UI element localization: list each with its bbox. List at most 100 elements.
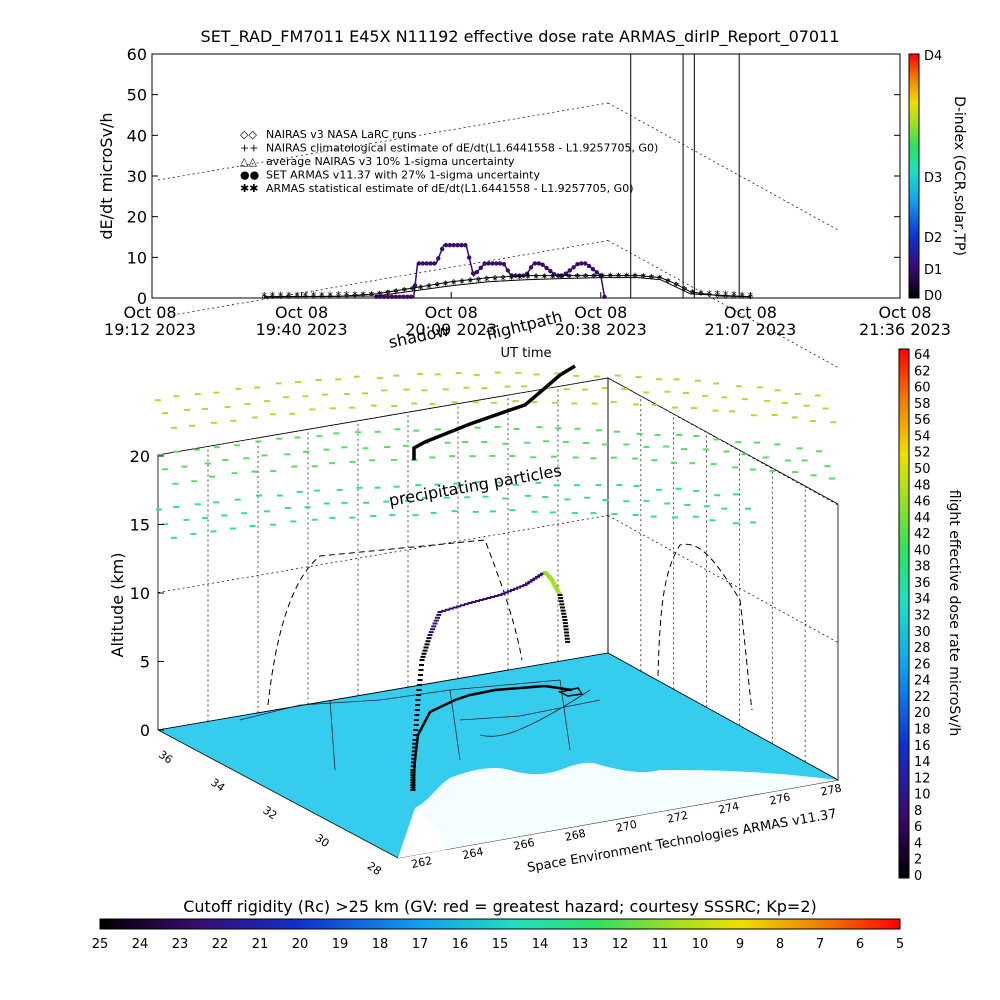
statistical-point: * xyxy=(542,272,548,285)
legend-label: NAIRAS v3 NASA LaRC runs xyxy=(266,128,417,141)
longitude-tick-label: 266 xyxy=(512,836,535,853)
statistical-point: * xyxy=(336,289,342,302)
dose-colorbar-tick: 52 xyxy=(914,446,931,461)
dose-colorbar-tick: 40 xyxy=(914,543,931,558)
flightpath-point xyxy=(497,594,503,596)
flightpath-point xyxy=(413,729,419,731)
armas-point xyxy=(536,261,542,266)
dose-colorbar xyxy=(898,348,910,879)
d-index-label: D-index (GCR,solar,TP) xyxy=(951,96,967,256)
cutoff-rigidity-tick: 19 xyxy=(332,937,349,952)
armas-point xyxy=(393,294,398,299)
armas-point xyxy=(474,269,480,275)
statistical-point: * xyxy=(624,271,630,284)
flightpath-point xyxy=(564,634,570,637)
dose-colorbar-tick: 28 xyxy=(914,641,931,656)
ground-track-loop xyxy=(557,687,584,697)
armas-point xyxy=(532,261,538,266)
armas-point xyxy=(478,265,484,271)
flightpath-point xyxy=(424,643,430,646)
armas-point xyxy=(602,294,607,299)
cutoff-rigidity-tick: 6 xyxy=(856,937,864,952)
cutoff-rigidity-tick: 9 xyxy=(736,937,744,952)
flightpath-projection-line xyxy=(412,364,576,460)
flightpath-point xyxy=(535,575,540,578)
flightpath-point xyxy=(431,625,437,628)
armas-point xyxy=(497,261,503,266)
statistical-point: * xyxy=(476,276,482,289)
flightpath-point xyxy=(471,601,477,603)
flightpath-point xyxy=(441,609,447,612)
shadow-curve-2 xyxy=(657,543,753,711)
nairas-point xyxy=(434,281,440,287)
flightpath-point xyxy=(456,605,462,608)
legend-symbol: ++ xyxy=(240,142,258,155)
armas-point xyxy=(409,294,414,299)
cutoff-rigidity-colorbar xyxy=(99,918,901,930)
legend-symbol: ✱✱ xyxy=(240,182,258,195)
flightpath-point xyxy=(565,640,571,643)
statistical-point: * xyxy=(418,283,424,296)
flightpath-point xyxy=(417,684,422,686)
cutoff-rigidity-tick: 14 xyxy=(532,937,549,952)
longitude-tick-label: 262 xyxy=(410,854,433,871)
statistical-point: * xyxy=(509,273,515,286)
dose-colorbar-tick: 38 xyxy=(914,560,931,575)
nairas-point xyxy=(682,286,687,292)
statistical-point: * xyxy=(632,271,638,284)
nairas-point xyxy=(377,290,382,296)
armas-point xyxy=(494,261,499,266)
flightpath-point xyxy=(540,572,545,575)
chart-title: SET_RAD_FM7011 E45X N11192 effective dos… xyxy=(201,27,840,47)
flightpath-point xyxy=(475,600,480,602)
flightpath-point xyxy=(564,631,569,634)
nairas-point xyxy=(385,289,391,295)
d-index-tick: D1 xyxy=(924,263,942,278)
armas-point xyxy=(490,261,495,266)
latitude-tick-label: 30 xyxy=(313,831,332,850)
flightpath-point xyxy=(525,582,530,585)
flightpath-point xyxy=(435,616,440,619)
legend-symbol: ◇◇ xyxy=(240,128,257,141)
dose-colorbar-tick: 8 xyxy=(914,804,922,819)
flightpath-point xyxy=(563,628,569,631)
top-y-tick-label: 50 xyxy=(127,86,147,105)
flightpath-point xyxy=(549,579,555,581)
flightpath-point xyxy=(537,574,543,577)
statistical-point: * xyxy=(715,288,721,301)
longitude-ticks: 262 264 266 268 270 272 274 276 278 xyxy=(410,781,843,871)
d-index-tick: D3 xyxy=(924,171,942,186)
armas-point xyxy=(579,261,584,266)
wall-altitude-gridline xyxy=(607,102,839,231)
statistical-point: * xyxy=(533,272,539,285)
statistical-point: * xyxy=(402,285,408,298)
dose-colorbar-label: flight effective dose rate microSv/h xyxy=(946,490,962,736)
statistical-point: * xyxy=(278,290,284,303)
top-x-tick-time: 20:09 2023 xyxy=(405,320,497,339)
top-x-tick-time: 19:40 2023 xyxy=(256,320,348,339)
nairas-point xyxy=(484,275,490,281)
nairas-point xyxy=(673,281,679,287)
nairas-point xyxy=(410,285,415,291)
longitude-tick-label: 276 xyxy=(768,791,791,808)
flightpath-point xyxy=(411,754,417,756)
flightpath-point xyxy=(410,786,416,789)
statistical-point: * xyxy=(665,276,671,289)
top-x-tick-date: Oct 08 xyxy=(425,303,478,322)
top-x-tick-date: Oct 08 xyxy=(123,303,176,322)
armas-point xyxy=(405,294,410,299)
nairas-point xyxy=(426,282,432,288)
cutoff-rigidity-tick: 11 xyxy=(652,937,669,952)
flightpath-point xyxy=(432,622,438,625)
flightpath-point xyxy=(561,612,567,615)
flightpath-point xyxy=(527,580,533,583)
cutoff-rigidity-ticks: 25 24 23 22 21 20 19 18 17 16 15 14 13 12 11 10 9 8 7 6 5 xyxy=(92,937,904,952)
top-y-tick-label: 10 xyxy=(127,248,147,267)
armas-point xyxy=(381,294,387,299)
statistical-point: * xyxy=(690,287,696,300)
nairas-point xyxy=(607,273,613,279)
dose-colorbar-tick: 6 xyxy=(914,820,922,835)
dose-spikes xyxy=(630,54,740,298)
statistical-point: * xyxy=(435,281,441,294)
